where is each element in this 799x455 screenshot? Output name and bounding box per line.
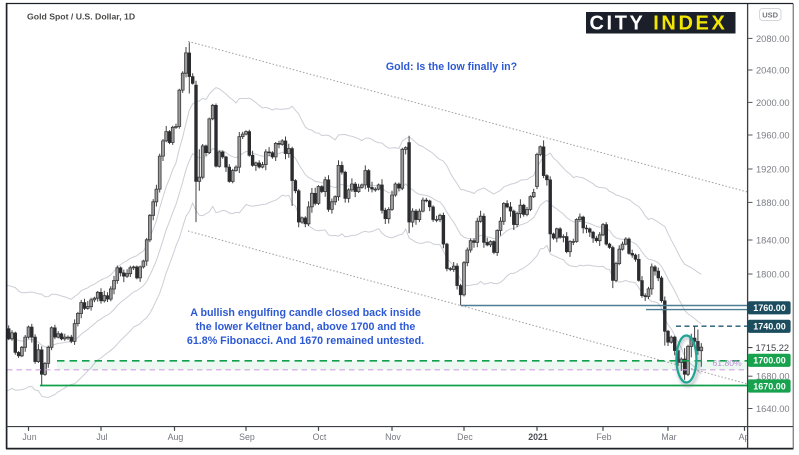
svg-text:Mar: Mar xyxy=(661,432,676,442)
svg-text:1740.00: 1740.00 xyxy=(753,322,786,332)
svg-text:1880.00: 1880.00 xyxy=(756,198,790,208)
svg-text:Jun: Jun xyxy=(22,432,36,442)
svg-text:1800.00: 1800.00 xyxy=(756,269,790,279)
svg-text:1670.00: 1670.00 xyxy=(753,381,786,391)
svg-text:61.8% Fibonacci. And 1670 rema: 61.8% Fibonacci. And 1670 remained untes… xyxy=(187,335,424,347)
svg-text:CITY INDEX: CITY INDEX xyxy=(590,13,728,35)
svg-text:Jul: Jul xyxy=(96,432,107,442)
svg-text:Feb: Feb xyxy=(596,432,611,442)
svg-text:2000.00: 2000.00 xyxy=(756,98,790,108)
svg-text:Oct: Oct xyxy=(313,432,327,442)
svg-text:Sep: Sep xyxy=(239,432,255,442)
svg-text:1760.00: 1760.00 xyxy=(753,303,786,313)
svg-text:1680.00: 1680.00 xyxy=(756,372,790,382)
svg-text:1700.00: 1700.00 xyxy=(753,356,786,366)
svg-text:Gold Spot / U.S. Dollar, 1D: Gold Spot / U.S. Dollar, 1D xyxy=(27,11,135,21)
svg-text:Nov: Nov xyxy=(385,432,401,442)
svg-text:Gold: Is the low finally in?: Gold: Is the low finally in? xyxy=(386,61,517,73)
svg-text:2040.00: 2040.00 xyxy=(756,65,790,75)
svg-text:2080.00: 2080.00 xyxy=(756,34,790,44)
svg-text:1640.00: 1640.00 xyxy=(756,404,790,414)
svg-text:2021: 2021 xyxy=(528,432,548,442)
svg-text:1920.00: 1920.00 xyxy=(756,164,790,174)
svg-text:USD: USD xyxy=(762,10,778,19)
svg-text:61.80%: 61.80% xyxy=(713,358,743,368)
svg-text:1715.22: 1715.22 xyxy=(756,343,790,353)
svg-text:the lower Keltner band, above: the lower Keltner band, above 1700 and t… xyxy=(196,321,416,333)
svg-text:1840.00: 1840.00 xyxy=(756,235,790,245)
svg-text:A bullish engulfing candle clo: A bullish engulfing candle closed back i… xyxy=(190,307,421,319)
svg-text:Aug: Aug xyxy=(168,432,184,442)
svg-text:Dec: Dec xyxy=(457,432,473,442)
svg-text:Apr: Apr xyxy=(739,432,753,442)
svg-text:1960.00: 1960.00 xyxy=(756,130,790,140)
